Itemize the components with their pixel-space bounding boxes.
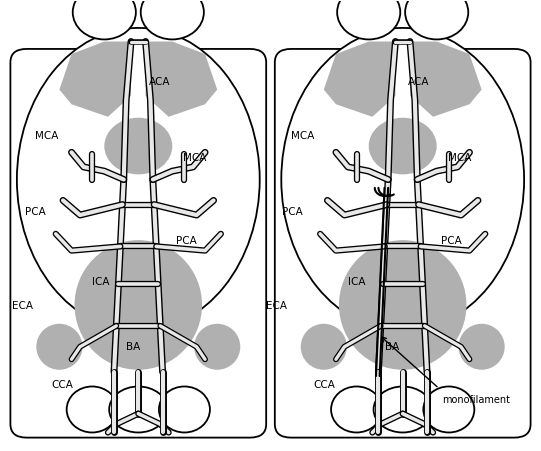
FancyBboxPatch shape [10, 49, 266, 437]
Text: monofilament: monofilament [442, 396, 510, 405]
Text: MCA: MCA [291, 131, 314, 141]
Text: ICA: ICA [348, 277, 366, 287]
Text: PCA: PCA [25, 207, 46, 217]
Ellipse shape [17, 28, 260, 331]
Ellipse shape [424, 387, 474, 433]
Ellipse shape [377, 242, 428, 272]
Ellipse shape [331, 387, 382, 433]
Ellipse shape [159, 387, 210, 433]
Ellipse shape [141, 0, 204, 39]
Text: BA: BA [385, 342, 399, 352]
Ellipse shape [301, 324, 347, 370]
Polygon shape [60, 41, 131, 117]
Text: CCA: CCA [52, 380, 74, 390]
Ellipse shape [67, 387, 117, 433]
FancyBboxPatch shape [275, 49, 531, 437]
Text: ECA: ECA [267, 301, 287, 312]
Circle shape [104, 118, 172, 175]
Polygon shape [146, 41, 217, 117]
Ellipse shape [405, 0, 469, 39]
Ellipse shape [113, 242, 164, 272]
Ellipse shape [194, 324, 240, 370]
Ellipse shape [374, 387, 432, 433]
Text: ACA: ACA [149, 77, 170, 87]
Ellipse shape [339, 240, 466, 370]
Polygon shape [410, 41, 481, 117]
Circle shape [369, 118, 437, 175]
Text: ICA: ICA [92, 277, 109, 287]
Ellipse shape [75, 240, 202, 370]
Text: PCA: PCA [282, 207, 302, 217]
Text: PCA: PCA [176, 236, 197, 246]
Text: ACA: ACA [408, 77, 430, 87]
Ellipse shape [459, 324, 505, 370]
Ellipse shape [36, 324, 82, 370]
Text: ECA: ECA [12, 301, 33, 312]
Text: CCA: CCA [314, 380, 335, 390]
Text: MCA: MCA [183, 153, 207, 163]
Text: MCA: MCA [35, 131, 58, 141]
Ellipse shape [281, 28, 524, 331]
Text: MCA: MCA [447, 153, 471, 163]
Ellipse shape [337, 0, 400, 39]
Ellipse shape [72, 0, 136, 39]
Ellipse shape [109, 387, 167, 433]
Text: BA: BA [126, 342, 140, 352]
Text: PCA: PCA [441, 236, 461, 246]
Polygon shape [324, 41, 395, 117]
